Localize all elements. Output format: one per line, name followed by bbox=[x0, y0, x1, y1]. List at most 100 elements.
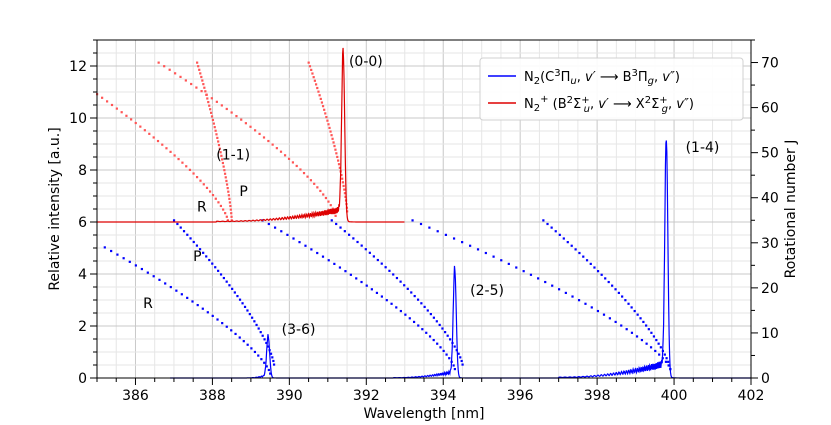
branch-dot bbox=[259, 331, 262, 334]
branch-dot bbox=[286, 233, 289, 236]
branch-dot bbox=[322, 193, 325, 196]
branch-dot bbox=[221, 322, 224, 325]
branch-dot bbox=[246, 309, 249, 312]
branch-dot bbox=[376, 258, 379, 262]
branch-dot bbox=[326, 119, 329, 122]
branch-dot bbox=[453, 367, 456, 371]
branch-dot bbox=[204, 90, 207, 93]
branch-dot bbox=[550, 226, 553, 229]
annotations: (0-0) (1-1) P R P R (1-4) (2-5) (3-6) bbox=[143, 54, 719, 338]
branch-dot bbox=[250, 347, 253, 350]
branch-dot bbox=[590, 306, 593, 309]
branch-dot bbox=[544, 280, 547, 284]
branch-dot bbox=[249, 125, 252, 128]
branch-dot bbox=[399, 309, 402, 313]
branch-dot bbox=[360, 280, 363, 284]
branch-dot bbox=[338, 166, 341, 169]
branch-dot bbox=[212, 122, 215, 125]
branch-dot bbox=[665, 357, 668, 360]
branch-dot bbox=[222, 165, 225, 168]
branch-dot bbox=[585, 259, 589, 262]
branch-dot bbox=[120, 111, 123, 114]
branch-dot bbox=[200, 90, 203, 93]
x-axis-label: Wavelength [nm] bbox=[364, 406, 485, 422]
branch-dot bbox=[395, 276, 399, 280]
branch-dot bbox=[421, 328, 424, 331]
branch-dot bbox=[319, 97, 322, 101]
branch-dot bbox=[428, 226, 431, 229]
branch-dot bbox=[432, 316, 435, 319]
branch-dot bbox=[152, 275, 155, 278]
branch-dot bbox=[457, 352, 460, 355]
y-axis-label: Relative intensity [a.u.] bbox=[47, 127, 63, 290]
branch-dot bbox=[621, 295, 624, 298]
branch-dot bbox=[578, 251, 581, 255]
branch-dot bbox=[223, 172, 227, 175]
branch-dot bbox=[337, 163, 341, 166]
branch-dot bbox=[327, 123, 330, 126]
branch-dot bbox=[614, 288, 617, 291]
branch-dot bbox=[620, 324, 623, 327]
branch-dot bbox=[255, 323, 258, 327]
branch-dot bbox=[186, 296, 189, 299]
branch-dot bbox=[273, 226, 277, 229]
branch-dot bbox=[413, 294, 416, 298]
branch-dot bbox=[272, 359, 275, 363]
branch-dot bbox=[316, 251, 319, 255]
branch-dot bbox=[205, 255, 208, 258]
legend: N2(C3Πu, v′ ⟶ B3Πg, v″) N2+ (B2Σ+ u, v′ ⟶ … bbox=[479, 57, 744, 121]
branch-dot bbox=[182, 230, 186, 233]
branch-dot bbox=[265, 365, 268, 368]
branch-dot bbox=[195, 176, 199, 179]
branch-dot bbox=[238, 336, 241, 339]
branch-dot bbox=[423, 305, 426, 308]
branch-dot bbox=[316, 186, 319, 189]
annotation-label: (0-0) bbox=[349, 54, 383, 70]
branch-dot bbox=[492, 255, 495, 258]
branch-dot bbox=[228, 197, 231, 200]
branch-dot bbox=[461, 241, 464, 244]
branch-dot bbox=[208, 104, 211, 107]
branch-dot bbox=[365, 284, 368, 287]
x-tick-label: 386 bbox=[122, 388, 149, 404]
branch-dot bbox=[334, 214, 337, 217]
annotation-label: P bbox=[239, 184, 247, 200]
branch-dot bbox=[199, 72, 202, 75]
branch-dot bbox=[416, 298, 420, 301]
branch-dot bbox=[441, 327, 444, 330]
branch-dot bbox=[196, 303, 199, 307]
branch-dot bbox=[208, 190, 212, 193]
branch-dot bbox=[116, 253, 119, 256]
branch-dot bbox=[344, 195, 347, 198]
branch-dot bbox=[403, 284, 406, 287]
branch-dot bbox=[203, 86, 206, 89]
branch-dot bbox=[231, 287, 234, 290]
branch-dot bbox=[439, 346, 442, 349]
y-tick-label: 0 bbox=[78, 371, 87, 387]
branch-dot bbox=[272, 363, 276, 366]
branch-dot bbox=[412, 320, 416, 324]
branch-dot bbox=[627, 302, 630, 305]
branch-dot bbox=[128, 260, 131, 263]
branch-dot bbox=[220, 104, 223, 107]
branch-dot bbox=[105, 100, 109, 103]
branch-dot bbox=[190, 82, 193, 86]
branch-dot bbox=[343, 230, 346, 233]
branch-dot bbox=[157, 61, 160, 64]
branch-dot bbox=[230, 212, 233, 215]
branch-dot bbox=[596, 270, 600, 273]
branch-dot bbox=[364, 248, 367, 251]
branch-dot bbox=[607, 280, 610, 284]
branch-dot bbox=[664, 360, 668, 363]
branch-dot bbox=[654, 349, 657, 353]
branch-dot bbox=[192, 172, 195, 175]
branch-dot bbox=[444, 331, 447, 334]
branch-dot bbox=[429, 313, 432, 316]
branch-dot bbox=[551, 284, 554, 287]
branch-dot bbox=[258, 132, 261, 136]
branch-dot bbox=[476, 248, 480, 251]
branch-dot bbox=[546, 222, 549, 226]
axis-ticks: 386 388 390 392 394 396 398 400 4020246810120102… bbox=[69, 39, 779, 404]
branch-dot bbox=[337, 159, 340, 162]
branch-dot bbox=[134, 121, 137, 125]
